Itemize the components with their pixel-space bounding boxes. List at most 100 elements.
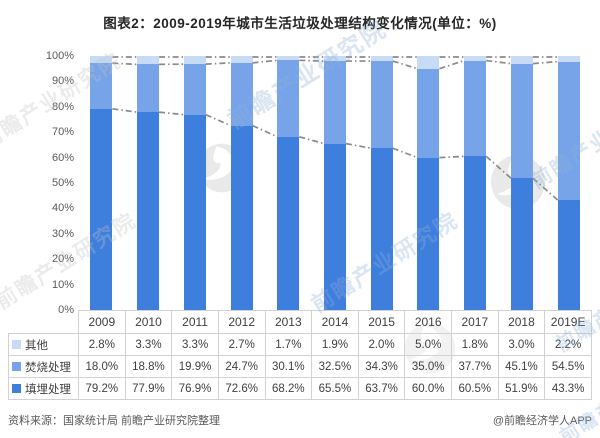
year-label: 2016 (404, 310, 452, 334)
bar-segment-incineration (230, 62, 253, 126)
bar-segment-incineration (324, 61, 346, 144)
year-label: 2017 (451, 310, 499, 334)
y-tick-label: 60% (51, 151, 74, 164)
data-table-body: 2009 2010 2011 2012 2013 2014 2015 2016 2017 2018… (8, 310, 592, 400)
value-cell: 19.9% (171, 355, 219, 378)
table-corner-blank (9, 311, 79, 334)
value-cell: 18.8% (124, 355, 173, 378)
stack-connector-line (532, 177, 559, 201)
stack-connector-line (205, 113, 231, 127)
stack-connector-line (252, 59, 278, 64)
bar-segment-landfill (370, 148, 393, 310)
value-cell: 5.0% (404, 333, 452, 356)
year-label: 2018 (497, 310, 546, 334)
bar-segment-other (277, 56, 300, 61)
value-cell: 60.0% (404, 377, 452, 400)
value-cell: 34.3% (357, 355, 406, 378)
bar-segment-incineration (183, 64, 206, 115)
stack-connector-line (299, 135, 325, 145)
connector-lines (112, 56, 559, 201)
value-cell: 1.9% (311, 333, 359, 356)
legend-cell-incineration: 焚烧处理 (8, 355, 79, 378)
legend-swatch-icon (12, 384, 21, 393)
y-tick-label: 90% (51, 75, 74, 88)
bar-segment-other (230, 56, 253, 63)
year-label: 2010 (124, 310, 173, 334)
source-note: 资料来源：国家统计局 前瞻产业研究院整理 (8, 415, 221, 427)
bar-segment-landfill (464, 156, 487, 310)
bar-segment-other (183, 55, 206, 65)
value-cell: 79.2% (78, 377, 126, 400)
bar-segment-incineration (464, 60, 487, 157)
value-cell: 54.5% (544, 355, 592, 378)
y-tick-label: 10% (51, 278, 74, 291)
bar-segment-landfill (137, 112, 160, 310)
value-cell: 2.2% (544, 333, 592, 356)
value-cell: 3.3% (124, 333, 173, 356)
year-label: 2013 (264, 310, 313, 334)
legend-cell-other: 其他 (8, 333, 79, 356)
y-tick-label: 50% (51, 177, 74, 189)
value-cell: 72.6% (217, 377, 266, 400)
value-cell: 18.0% (78, 355, 126, 378)
legend-label: 填埋处理 (25, 383, 71, 396)
value-cell: 68.2% (264, 377, 313, 400)
value-cell: 45.1% (497, 355, 546, 378)
year-label: 2011 (171, 310, 219, 334)
value-cell: 3.3% (171, 333, 219, 356)
stack-connector-line (159, 111, 184, 116)
year-label: 2019E (544, 310, 592, 334)
y-tick-label: 80% (51, 100, 74, 113)
value-cell: 2.0% (357, 333, 406, 356)
stack-connector-line (485, 155, 512, 179)
value-cell: 63.7% (357, 377, 406, 400)
value-cell: 2.7% (217, 333, 266, 356)
value-cell: 24.7% (217, 355, 266, 378)
stack-connector-line (112, 107, 138, 113)
legend-swatch-icon (12, 362, 21, 371)
bar-segment-landfill (557, 200, 580, 310)
year-header-row: 2009 2010 2011 2012 2013 2014 2015 2016 2017 2018… (9, 310, 592, 334)
bar-segment-landfill (417, 157, 440, 310)
value-cell: 32.5% (311, 355, 359, 378)
stack-connector-line (392, 147, 418, 159)
bar-segment-landfill (510, 178, 533, 310)
bar-segment-other (324, 56, 346, 62)
bar-segment-other (370, 56, 393, 62)
bar-segment-incineration (137, 64, 160, 113)
y-tick-label: 100% (45, 50, 74, 62)
value-cell: 2.8% (78, 333, 126, 356)
bar-segment-incineration (90, 63, 113, 109)
year-label: 2014 (311, 310, 359, 334)
bar-segment-landfill (324, 143, 346, 310)
table-row-landfill: 填埋处理 79.2% 77.9% 76.9% 72.6% 68.2% 65.5% 63.7% 6… (8, 377, 592, 400)
value-cell: 1.8% (451, 333, 499, 356)
value-cell: 51.9% (497, 377, 546, 400)
year-label: 2009 (78, 310, 126, 334)
stack-connector-line (205, 62, 231, 65)
bar-segment-other (464, 56, 487, 61)
value-cell: 65.5% (311, 377, 359, 400)
bar-segment-other (417, 56, 440, 69)
bar-segment-landfill (90, 108, 113, 310)
value-cell: 3.0% (497, 333, 546, 356)
bar-segment-other (510, 56, 533, 64)
value-cell: 60.5% (451, 377, 499, 400)
value-cell: 76.9% (171, 377, 219, 400)
bar-segment-incineration (277, 60, 300, 137)
plot-area (78, 55, 592, 310)
stack-connector-line (345, 142, 371, 150)
stack-connector-line (112, 62, 138, 66)
stack-connector-line (299, 59, 325, 62)
stack-connector-line (439, 155, 465, 159)
bar-segment-other (557, 56, 580, 62)
y-tick-label: 40% (51, 202, 74, 215)
year-label: 2012 (217, 310, 266, 334)
legend-label: 焚烧处理 (25, 361, 71, 374)
stack-connector-line (392, 60, 418, 70)
bar-segment-landfill (277, 136, 300, 310)
value-cell: 35.0% (404, 355, 452, 378)
stack-connector-line (252, 124, 278, 138)
bar-segment-incineration (557, 61, 580, 201)
